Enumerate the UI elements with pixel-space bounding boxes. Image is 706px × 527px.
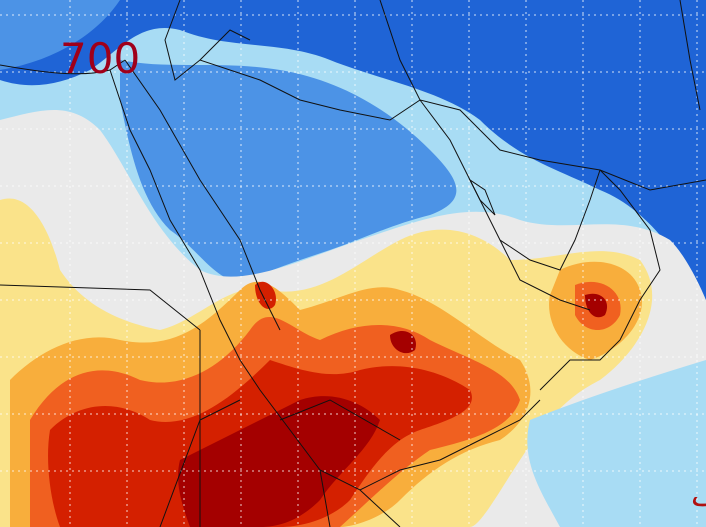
field-deep-blue bbox=[0, 0, 706, 300]
field-red-north bbox=[255, 281, 276, 309]
pressure-level-label: 700 bbox=[60, 34, 140, 83]
field-dark-red-spot bbox=[390, 330, 416, 354]
field-light-blue-se bbox=[527, 360, 706, 527]
signature: مهب الهيف bbox=[690, 478, 706, 513]
field-medium-blue-west bbox=[0, 0, 120, 70]
field-medium-blue bbox=[120, 60, 457, 282]
field-dark-red bbox=[178, 396, 380, 527]
